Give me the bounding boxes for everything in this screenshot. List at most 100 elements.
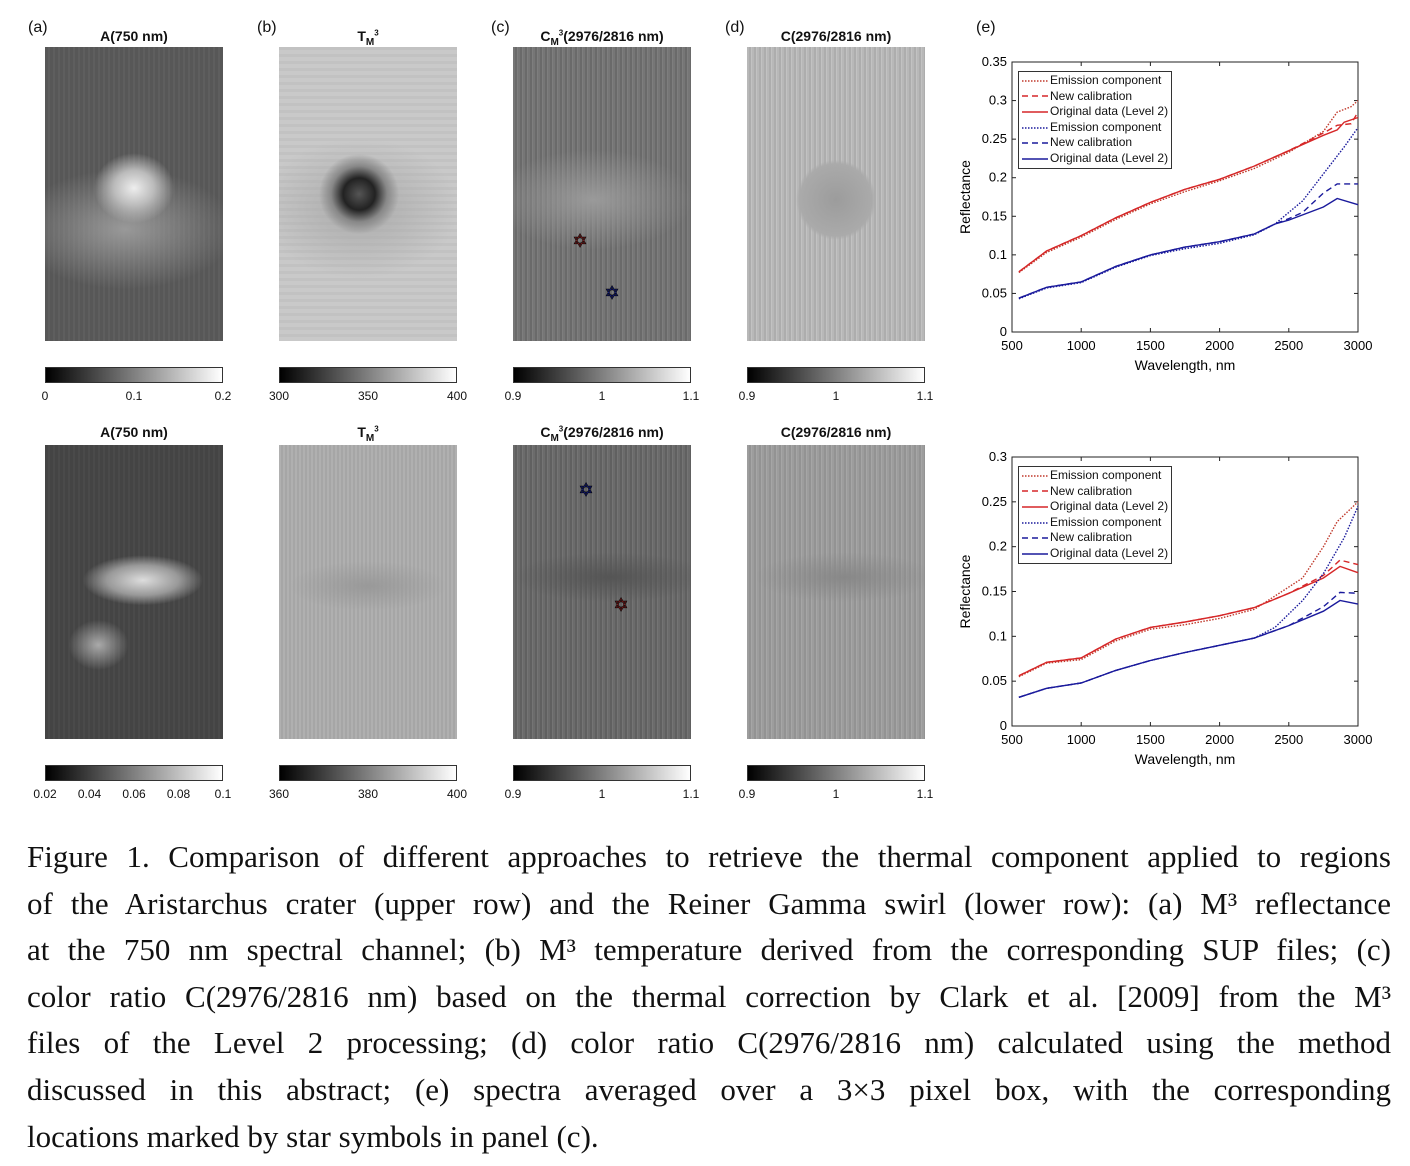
legend-label: New calibration bbox=[1050, 135, 1133, 150]
legend-entry: Emission component bbox=[1022, 73, 1168, 89]
panel-label-e: (e) bbox=[976, 19, 996, 36]
caption-line: of the Aristarchus crater (upper row) an… bbox=[27, 885, 1391, 921]
x-tick-label: 2000 bbox=[1205, 732, 1234, 747]
colorbar-tick-label: 0.2 bbox=[214, 389, 232, 403]
spectra-chart: 500 1000 1500 2000 2500 3000 0 0.05 0.1 0.15 0.2 0.… bbox=[957, 54, 1373, 373]
panel-title-main: C bbox=[540, 424, 551, 440]
x-tick-label: 500 bbox=[1001, 732, 1023, 747]
panel-title-rest: (2976/2816 nm) bbox=[563, 28, 664, 44]
y-tick-label: 0.35 bbox=[982, 54, 1007, 69]
legend-entry: New calibration bbox=[1022, 484, 1168, 500]
panel-label-a: (a) bbox=[28, 19, 48, 36]
x-axis-label: Wavelength, nm bbox=[1135, 751, 1236, 767]
panel-label-c: (c) bbox=[491, 19, 510, 36]
y-tick-label: 0.25 bbox=[982, 494, 1007, 509]
series-line-5 bbox=[1018, 197, 1359, 299]
panel-title-main: T bbox=[357, 28, 366, 44]
legend-entry: Emission component bbox=[1022, 120, 1168, 136]
panel-label-b: (b) bbox=[257, 19, 277, 36]
caption-line: files of the Level 2 processing; (d) col… bbox=[27, 1025, 1391, 1061]
image-a-aristarchus-reflectance bbox=[45, 47, 223, 341]
y-tick-label: 0 bbox=[1000, 324, 1007, 339]
legend-entry: Emission component bbox=[1022, 468, 1168, 484]
legend-line-swatch bbox=[1022, 126, 1048, 129]
y-tick-label: 0.15 bbox=[982, 584, 1007, 599]
image-d-reiner-gamma-color-ratio bbox=[747, 445, 925, 739]
plot-area bbox=[1011, 61, 1359, 333]
colorbar-tick-label: 1.1 bbox=[916, 389, 934, 403]
caption-line: locations marked by star symbols in pane… bbox=[27, 1118, 599, 1154]
x-tick-label: 1000 bbox=[1067, 338, 1096, 353]
colorbar bbox=[747, 765, 925, 781]
caption-line: at the 750 nm spectral channel; (b) M³ t… bbox=[27, 932, 1391, 968]
colorbar-tick-label: 0.02 bbox=[33, 787, 57, 801]
colorbar-tick-label: 360 bbox=[268, 787, 290, 801]
y-tick-label: 0.05 bbox=[982, 285, 1007, 300]
blue-star-marker: ✡ bbox=[578, 480, 594, 500]
colorbar bbox=[45, 765, 223, 781]
legend-label: New calibration bbox=[1050, 530, 1133, 545]
y-axis-label: Reflectance bbox=[957, 554, 973, 628]
colorbar-tick-label: 0.1 bbox=[214, 787, 232, 801]
legend-line-swatch bbox=[1022, 80, 1048, 82]
panel-title-sub: M bbox=[365, 432, 375, 444]
colorbar bbox=[45, 367, 223, 383]
colorbar-tick-label: 0 bbox=[41, 389, 49, 403]
panel-title: C(2976/2816 nm) bbox=[736, 28, 936, 48]
colorbar-tick-label: 0.9 bbox=[738, 787, 756, 801]
caption-line: discussed in this abstract; (e) spectra … bbox=[27, 1071, 1391, 1107]
x-tick-label: 3000 bbox=[1344, 732, 1373, 747]
colorbar-tick-label: 400 bbox=[446, 389, 468, 403]
colorbar bbox=[279, 367, 457, 383]
panel-title-sub: M bbox=[550, 432, 559, 444]
legend-entry: New calibration bbox=[1022, 135, 1168, 151]
x-tick-label: 2500 bbox=[1274, 732, 1303, 747]
y-tick-label: 0.05 bbox=[982, 673, 1007, 688]
panel-title-main: T bbox=[357, 424, 366, 440]
legend-label: Emission component bbox=[1050, 468, 1162, 482]
colorbar-tick-label: 0.08 bbox=[166, 787, 191, 801]
legend-line-swatch bbox=[1022, 142, 1048, 144]
image-b-aristarchus-temperature bbox=[279, 47, 457, 341]
legend-line-swatch bbox=[1022, 553, 1048, 555]
caption-line: Figure 1. Comparison of different approa… bbox=[27, 839, 1391, 874]
colorbar-tick-label: 300 bbox=[268, 389, 290, 403]
colorbar-tick-label: 0.06 bbox=[122, 787, 146, 801]
legend-line-swatch bbox=[1022, 537, 1048, 539]
panel-title-main: C(2976/2816 nm) bbox=[780, 424, 892, 440]
chart-legend: Emission component New calibration Origina… bbox=[1018, 466, 1173, 564]
panel-title-main: C bbox=[540, 28, 551, 44]
series-line-2 bbox=[1018, 565, 1359, 677]
legend-line-swatch bbox=[1022, 506, 1048, 508]
y-axis-label: Reflectance bbox=[957, 160, 973, 234]
series-line-0 bbox=[1018, 100, 1359, 274]
colorbar-tick-label: 400 bbox=[446, 787, 468, 801]
colorbar-tick-label: 0.04 bbox=[77, 787, 102, 801]
colorbar-tick-label: 350 bbox=[357, 389, 379, 403]
panel-title: A(750 nm) bbox=[34, 424, 234, 444]
spectra-chart: 500 1000 1500 2000 2500 3000 0 0.05 0.1 0.15 0.2 0.… bbox=[957, 449, 1373, 767]
image-c-reiner-gamma-color-ratio-m3 bbox=[513, 445, 691, 739]
panel-title-main: A(750 nm) bbox=[100, 424, 168, 440]
panel-label-d: (d) bbox=[725, 19, 745, 36]
colorbar-tick-label: 1 bbox=[832, 389, 840, 403]
legend-line-swatch bbox=[1022, 490, 1048, 493]
legend-entry: New calibration bbox=[1022, 89, 1168, 105]
y-tick-label: 0.15 bbox=[982, 208, 1007, 223]
legend-line-swatch bbox=[1022, 111, 1048, 113]
x-tick-label: 3000 bbox=[1344, 338, 1373, 353]
x-tick-label: 1000 bbox=[1067, 732, 1096, 747]
panel-title: TM3 bbox=[268, 424, 468, 444]
colorbar-tick-label: 0.1 bbox=[125, 389, 143, 403]
panel-title-sup: 3 bbox=[558, 28, 564, 38]
panel-title: CM3(2976/2816 nm) bbox=[502, 424, 702, 444]
caption-line: color ratio C(2976/2816 nm) based on the… bbox=[27, 978, 1391, 1014]
blue-star-marker: ✡ bbox=[604, 283, 620, 303]
legend-line-swatch bbox=[1022, 158, 1048, 160]
panel-title: A(750 nm) bbox=[34, 28, 234, 48]
panel-title-rest: (2976/2816 nm) bbox=[563, 424, 664, 440]
colorbar-tick-label: 1 bbox=[598, 389, 606, 403]
image-c-aristarchus-color-ratio-m3 bbox=[513, 47, 691, 341]
red-star-marker: ✡ bbox=[613, 595, 629, 615]
y-tick-label: 0.2 bbox=[989, 539, 1007, 554]
